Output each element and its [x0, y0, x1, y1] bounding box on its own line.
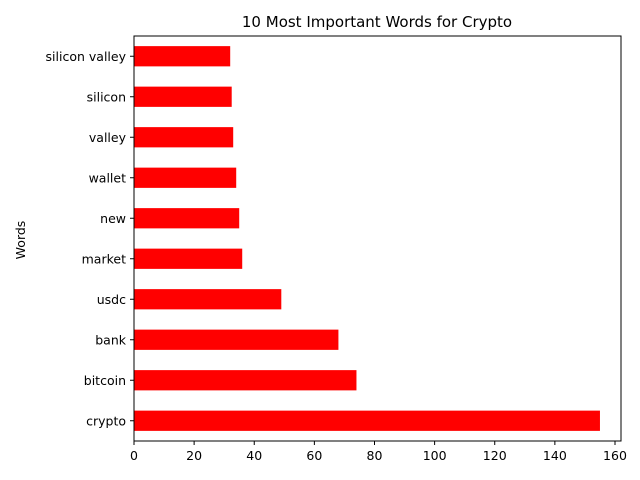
- x-tick-label: 20: [186, 448, 202, 463]
- x-tick-label: 160: [603, 448, 627, 463]
- x-tick-label: 140: [543, 448, 567, 463]
- y-tick-label: silicon valley: [46, 49, 127, 64]
- bar-market: [134, 248, 243, 269]
- y-tick-label: valley: [89, 130, 127, 145]
- bar-silicon: [134, 86, 232, 107]
- bar-valley: [134, 127, 234, 148]
- bar-new: [134, 208, 240, 229]
- y-tick-label: silicon: [87, 89, 126, 104]
- y-axis-label: Words: [13, 221, 28, 260]
- x-tick-label: 80: [367, 448, 383, 463]
- bars: [134, 46, 600, 431]
- bar-silicon-valley: [134, 46, 231, 67]
- y-tick-label: wallet: [89, 170, 127, 185]
- y-tick-label: bitcoin: [84, 373, 126, 388]
- y-tick-label: bank: [95, 332, 127, 347]
- y-tick-label: usdc: [97, 292, 126, 307]
- x-tick-label: 100: [423, 448, 447, 463]
- bar-wallet: [134, 167, 237, 188]
- bar-bank: [134, 329, 339, 350]
- y-tick-label: market: [82, 251, 126, 266]
- y-tick-label: new: [100, 211, 126, 226]
- bar-bitcoin: [134, 370, 357, 391]
- bar-crypto: [134, 410, 600, 431]
- y-axis-ticks: crypto bitcoin bank usdc market new wallet vall…: [46, 49, 134, 428]
- x-axis-ticks: 0 20 40 60 80 100 120 140 160: [130, 441, 627, 463]
- plot-area-frame: [133, 35, 622, 442]
- bar-usdc: [134, 289, 282, 310]
- x-tick-label: 120: [483, 448, 507, 463]
- x-tick-label: 40: [246, 448, 262, 463]
- x-tick-label: 0: [130, 448, 138, 463]
- x-tick-label: 60: [306, 448, 322, 463]
- y-tick-label: crypto: [86, 413, 126, 428]
- chart-title: 10 Most Important Words for Crypto: [242, 13, 512, 31]
